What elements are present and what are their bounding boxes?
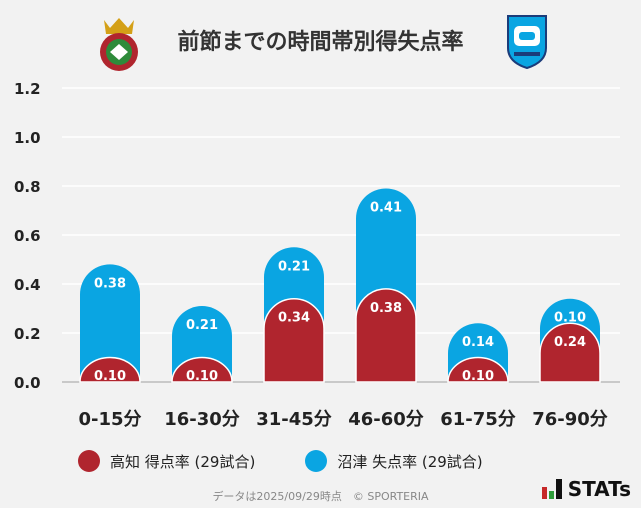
stats-brand: STATs xyxy=(567,477,631,501)
y-tick-label: 1.0 xyxy=(14,129,41,147)
data-label: 0.38 xyxy=(94,276,126,291)
y-tick-label: 0.2 xyxy=(14,325,41,343)
data-label: 0.10 xyxy=(186,369,218,384)
y-tick-label: 0.8 xyxy=(14,178,41,196)
bar-kochi-scored xyxy=(447,356,509,383)
stats-logo: STATs xyxy=(541,477,631,501)
legend-label: 沼津 失点率 (29試合) xyxy=(337,452,483,471)
bar-chart: 0.0 0.2 0.4 0.6 0.8 1.0 1.2 0.38 0.10 0-15分 0.21 0.… xyxy=(14,80,620,430)
x-tick-label: 61-75分 xyxy=(440,409,516,430)
data-label: 0.21 xyxy=(278,259,310,274)
legend-item-numazu[interactable]: 沼津 失点率 (29試合) xyxy=(305,450,483,472)
data-label: 0.34 xyxy=(278,311,310,326)
x-tick-label: 76-90分 xyxy=(532,409,608,430)
legend-swatch-red xyxy=(78,450,100,472)
data-label: 0.21 xyxy=(186,318,218,333)
bar-kochi-scored xyxy=(263,298,325,383)
legend: 高知 得点率 (29試合) 沼津 失点率 (29試合) xyxy=(78,450,483,472)
bar-kochi-scored xyxy=(79,356,141,383)
footer-note: データは2025/09/29時点 © SPORTERIA xyxy=(212,490,429,503)
stats-bars-icon xyxy=(541,479,562,499)
y-tick-label: 0.6 xyxy=(14,227,41,245)
data-label: 0.24 xyxy=(554,335,586,350)
bar-kochi-scored xyxy=(355,288,417,383)
y-tick-label: 0.0 xyxy=(14,374,41,392)
data-label: 0.10 xyxy=(554,311,586,326)
bar-kochi-scored xyxy=(171,356,233,383)
legend-item-kochi[interactable]: 高知 得点率 (29試合) xyxy=(78,450,255,472)
y-tick-label: 0.4 xyxy=(14,276,41,294)
away-team-logo xyxy=(507,15,547,70)
x-tick-label: 46-60分 xyxy=(348,409,424,430)
data-label: 0.10 xyxy=(462,369,494,384)
x-tick-label: 16-30分 xyxy=(164,409,240,430)
y-tick-label: 1.2 xyxy=(14,80,41,98)
x-tick-label: 0-15分 xyxy=(78,409,141,430)
data-label: 0.10 xyxy=(94,369,126,384)
bar-kochi-scored xyxy=(539,322,601,383)
chart-title: 前節までの時間帯別得失点率 xyxy=(177,30,464,55)
data-label: 0.38 xyxy=(370,301,402,316)
data-label: 0.14 xyxy=(462,335,494,350)
bar-numazu-conceded xyxy=(80,264,140,382)
x-tick-label: 31-45分 xyxy=(256,409,332,430)
legend-label: 高知 得点率 (29試合) xyxy=(110,452,256,471)
data-label: 0.41 xyxy=(370,200,402,215)
legend-swatch-blue xyxy=(305,450,328,472)
home-team-logo xyxy=(100,18,138,71)
